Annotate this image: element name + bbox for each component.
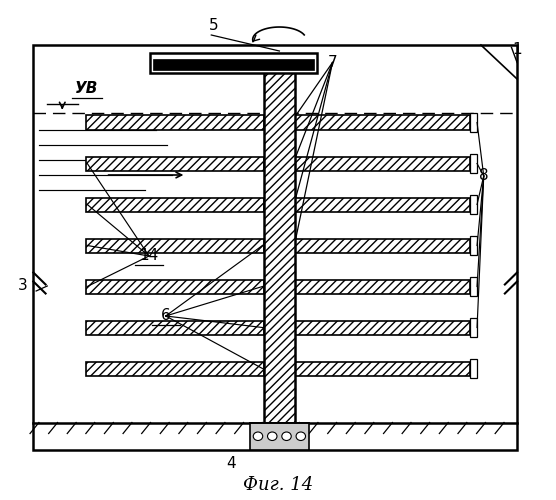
Bar <box>295 362 470 376</box>
Text: 7: 7 <box>327 55 337 70</box>
Bar <box>295 198 470 211</box>
Text: 4: 4 <box>226 456 236 471</box>
Bar <box>295 320 470 334</box>
Circle shape <box>254 432 263 440</box>
Bar <box>250 422 309 450</box>
Text: Фиг. 14: Фиг. 14 <box>243 476 313 494</box>
Circle shape <box>296 432 305 440</box>
Bar <box>264 55 295 422</box>
Text: 3: 3 <box>17 278 27 292</box>
Text: 6: 6 <box>161 308 171 324</box>
Text: 1: 1 <box>512 42 522 58</box>
Bar <box>470 277 477 296</box>
Bar <box>470 359 477 378</box>
Bar <box>33 45 517 450</box>
Text: 5: 5 <box>209 18 219 32</box>
Bar <box>470 113 477 132</box>
Bar <box>86 280 264 293</box>
Bar <box>470 318 477 337</box>
Bar <box>86 156 264 170</box>
Bar <box>150 54 317 72</box>
Text: 14: 14 <box>140 248 158 264</box>
Circle shape <box>267 432 277 440</box>
Bar <box>470 195 477 214</box>
Bar <box>86 198 264 211</box>
Text: УВ: УВ <box>75 81 98 96</box>
Circle shape <box>282 432 291 440</box>
Bar <box>295 280 470 293</box>
Bar <box>295 238 470 252</box>
Bar <box>153 58 314 70</box>
Bar <box>86 238 264 252</box>
Bar <box>86 362 264 376</box>
Text: 8: 8 <box>479 168 489 184</box>
Bar <box>470 154 477 173</box>
Bar <box>86 116 264 130</box>
Bar <box>295 116 470 130</box>
Bar <box>295 156 470 170</box>
Bar <box>470 236 477 255</box>
Bar <box>86 320 264 334</box>
